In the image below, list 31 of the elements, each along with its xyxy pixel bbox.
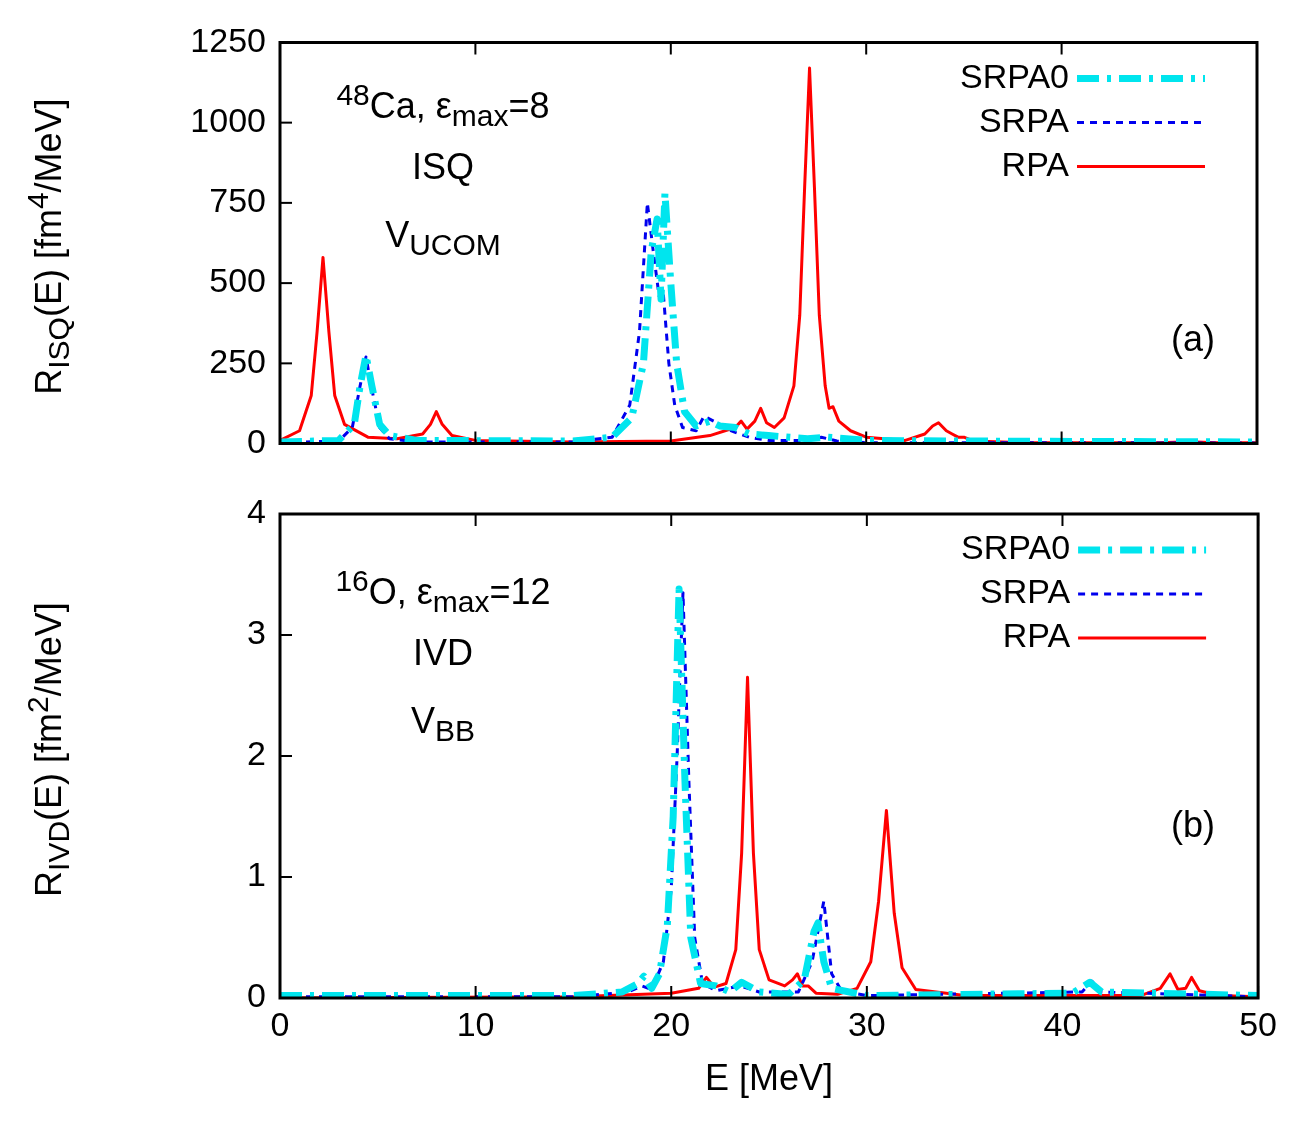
y-tick-label: 0 — [247, 976, 266, 1015]
y-tick-label: 1 — [247, 855, 266, 894]
y-tick-label: 3 — [247, 613, 266, 652]
x-tick-label: 40 — [1043, 1004, 1082, 1043]
legend-label: RPA — [1002, 616, 1071, 655]
legend-label: SRPA — [980, 572, 1071, 611]
annotation: V$_{UCOM}$ — [384, 214, 502, 263]
y-tick-label: 250 — [209, 341, 266, 380]
annotation: ISQ — [411, 146, 475, 188]
x-tick-label: 50 — [1239, 1004, 1277, 1043]
y-tick-label: 0 — [247, 421, 266, 460]
annotation: IVD — [412, 632, 474, 674]
y-tick-label: 500 — [209, 261, 266, 300]
legend-label: RPA — [1001, 144, 1070, 183]
annotation: V$_{BB}$ — [409, 700, 476, 749]
annotation: $^{48}$Ca, ε$_{max}$=8 — [335, 78, 551, 134]
x-tick-label: 30 — [847, 1004, 886, 1043]
x-tick-label: 10 — [456, 1004, 495, 1043]
y-tick-label: 4 — [247, 492, 266, 531]
legend-label: SRPA — [978, 100, 1070, 139]
x-axis-title: E [MeV] — [705, 1057, 834, 1099]
legend-label: SRPA0 — [960, 56, 1069, 95]
annotation: $^{16}$O, ε$_{max}$=12 — [334, 564, 552, 620]
y-tick-label: 1000 — [190, 101, 266, 140]
annotation: (a) — [1171, 318, 1215, 360]
legend-label: SRPA0 — [961, 528, 1071, 567]
x-tick-label: 20 — [652, 1004, 691, 1043]
y-tick-label: 2 — [247, 734, 266, 773]
annotation: (b) — [1171, 804, 1215, 846]
y-tick-label: 750 — [209, 181, 266, 220]
y-tick-label: 1250 — [190, 20, 266, 59]
